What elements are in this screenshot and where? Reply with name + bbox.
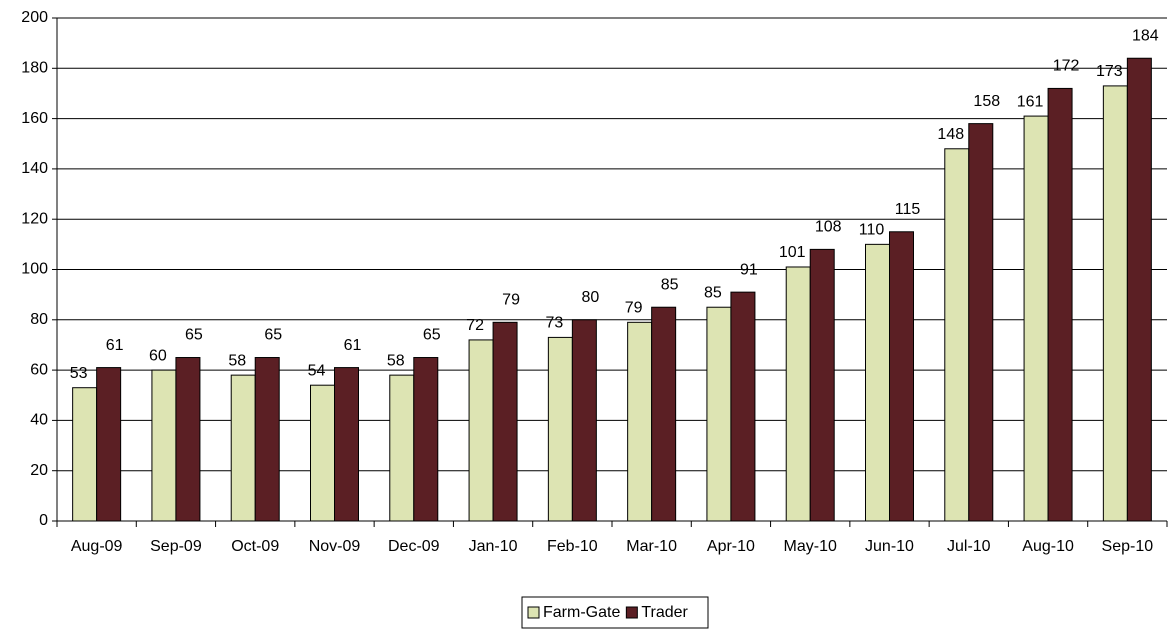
bar — [334, 367, 359, 522]
bar — [254, 357, 280, 522]
legend-label: Farm-Gate — [543, 604, 620, 621]
data-label: 161 — [1017, 93, 1044, 110]
data-label: 65 — [264, 327, 282, 344]
bar — [310, 384, 335, 522]
data-label: 61 — [106, 337, 124, 354]
x-tick-label: Sep-09 — [150, 538, 202, 555]
y-tick-label: 40 — [30, 412, 48, 429]
data-label: 173 — [1096, 63, 1123, 80]
legend-label: Trader — [641, 604, 688, 621]
data-label: 79 — [625, 300, 643, 317]
data-label: 65 — [423, 327, 441, 344]
x-tick-label: Oct-09 — [231, 538, 279, 555]
data-label: 158 — [973, 93, 1000, 110]
data-label: 53 — [70, 365, 88, 382]
y-tick-label: 200 — [21, 9, 48, 26]
y-tick-label: 100 — [21, 261, 48, 278]
x-tick-label: Feb-10 — [547, 538, 598, 555]
data-label: 61 — [344, 337, 362, 354]
data-label: 73 — [545, 315, 563, 332]
bar — [413, 357, 439, 522]
x-tick-label: Sep-10 — [1102, 538, 1154, 555]
data-label: 108 — [815, 219, 842, 236]
bar — [1102, 85, 1128, 522]
y-tick-label: 180 — [21, 60, 48, 77]
legend-swatch — [625, 606, 638, 619]
bar — [651, 306, 677, 522]
bar — [230, 374, 256, 522]
bar — [889, 231, 914, 522]
data-label: 115 — [895, 201, 921, 218]
y-tick-label: 120 — [21, 210, 48, 227]
data-label: 110 — [859, 222, 885, 239]
y-tick-label: 0 — [39, 512, 48, 529]
bar — [1047, 87, 1073, 522]
x-tick-label: Dec-09 — [388, 538, 440, 555]
data-label: 79 — [502, 292, 520, 309]
bar — [72, 387, 98, 522]
x-tick-label: Jul-10 — [947, 538, 991, 555]
legend-swatch — [527, 606, 540, 619]
y-tick-label: 160 — [21, 110, 48, 127]
bar — [968, 123, 994, 522]
bar — [571, 319, 597, 522]
bar — [96, 367, 122, 522]
bar — [785, 266, 811, 522]
data-label: 58 — [387, 352, 405, 369]
data-label: 148 — [937, 126, 964, 143]
data-label: 54 — [308, 362, 326, 379]
bar — [627, 321, 653, 522]
data-label: 58 — [228, 352, 246, 369]
data-label: 72 — [466, 317, 484, 334]
bar — [944, 148, 970, 522]
bar — [492, 321, 518, 522]
legend: Farm-Gate Trader — [521, 596, 709, 629]
x-tick-label: Jan-10 — [469, 538, 518, 555]
data-label: 65 — [185, 327, 203, 344]
bar — [865, 243, 890, 522]
x-tick-label: Aug-10 — [1022, 538, 1074, 555]
bar — [151, 369, 177, 522]
bar — [389, 374, 415, 522]
data-label: 91 — [740, 261, 758, 278]
bar — [706, 306, 732, 522]
bar — [468, 339, 494, 522]
data-label: 172 — [1053, 58, 1080, 75]
data-label: 85 — [704, 284, 722, 301]
bar — [1023, 115, 1049, 522]
bar — [175, 357, 201, 522]
x-tick-label: Nov-09 — [309, 538, 361, 555]
data-label: 80 — [581, 289, 599, 306]
bar — [1126, 57, 1152, 522]
y-tick-label: 80 — [30, 311, 48, 328]
y-tick-label: 140 — [21, 160, 48, 177]
legend-box — [521, 596, 709, 629]
x-tick-label: Apr-10 — [707, 538, 755, 555]
bar — [809, 248, 835, 522]
y-tick-label: 20 — [30, 462, 48, 479]
y-tick-label: 60 — [30, 361, 48, 378]
data-label: 85 — [661, 276, 679, 293]
data-label: 184 — [1132, 27, 1159, 44]
x-tick-label: May-10 — [784, 538, 837, 555]
data-label: 101 — [779, 244, 806, 261]
data-label: 60 — [149, 347, 167, 364]
bar — [730, 291, 756, 522]
x-tick-label: Jun-10 — [865, 538, 914, 555]
bar — [547, 336, 573, 522]
x-tick-label: Mar-10 — [626, 538, 677, 555]
x-tick-label: Aug-09 — [71, 538, 123, 555]
